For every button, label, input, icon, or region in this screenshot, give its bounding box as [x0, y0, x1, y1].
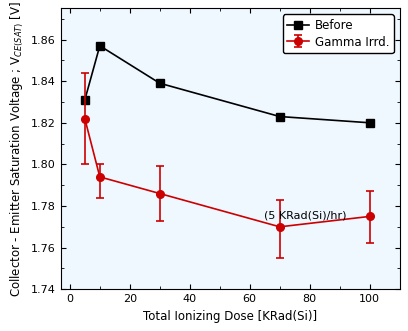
X-axis label: Total Ionizing Dose [KRad(Si)]: Total Ionizing Dose [KRad(Si)] [143, 310, 317, 323]
Before [277, 115, 282, 118]
Line: Before: Before [81, 42, 373, 126]
Legend: Before, Gamma Irrd.: Before, Gamma Irrd. [283, 14, 394, 53]
Before [82, 98, 87, 102]
Text: (5 KRad(Si)/hr): (5 KRad(Si)/hr) [264, 211, 347, 220]
Y-axis label: Collector - Emitter Saturation Voltage ; V$_{CE(SAT)}$ [V]: Collector - Emitter Saturation Voltage ;… [8, 1, 26, 297]
Before [367, 121, 372, 125]
Before [98, 44, 102, 48]
Before [157, 81, 162, 85]
